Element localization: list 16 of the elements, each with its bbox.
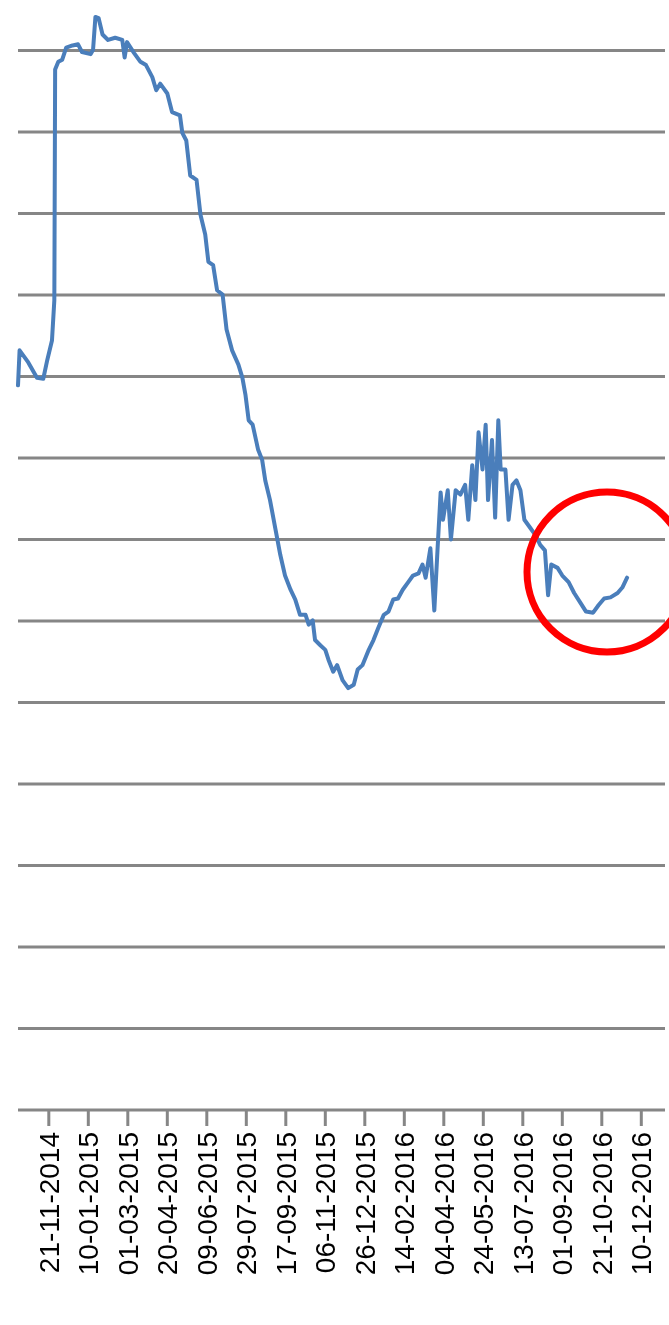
x-tick-label: 17-09-2015 [270,1132,302,1276]
x-tick-label: 13-07-2016 [507,1132,539,1276]
x-tick-label: 26-12-2015 [349,1132,381,1276]
x-tick-label: 10-01-2015 [73,1132,105,1276]
x-tick-label: 01-03-2015 [112,1132,144,1276]
x-tick-label: 01-09-2016 [547,1132,579,1276]
x-tick-label: 04-04-2016 [428,1132,460,1276]
x-tick-label: 20-04-2015 [152,1132,184,1276]
x-tick-label: 10-12-2016 [626,1132,658,1276]
x-tick-label: 09-06-2015 [191,1132,223,1276]
x-tick-label: 06-11-2015 [310,1132,342,1274]
x-tick-label: 21-10-2016 [586,1132,618,1276]
x-tick-label: 24-05-2016 [468,1132,500,1276]
x-tick-label: 21-11-2014 [33,1132,65,1274]
x-tick-label: 14-02-2016 [389,1132,421,1276]
x-tick-label: 29-07-2015 [231,1132,263,1276]
